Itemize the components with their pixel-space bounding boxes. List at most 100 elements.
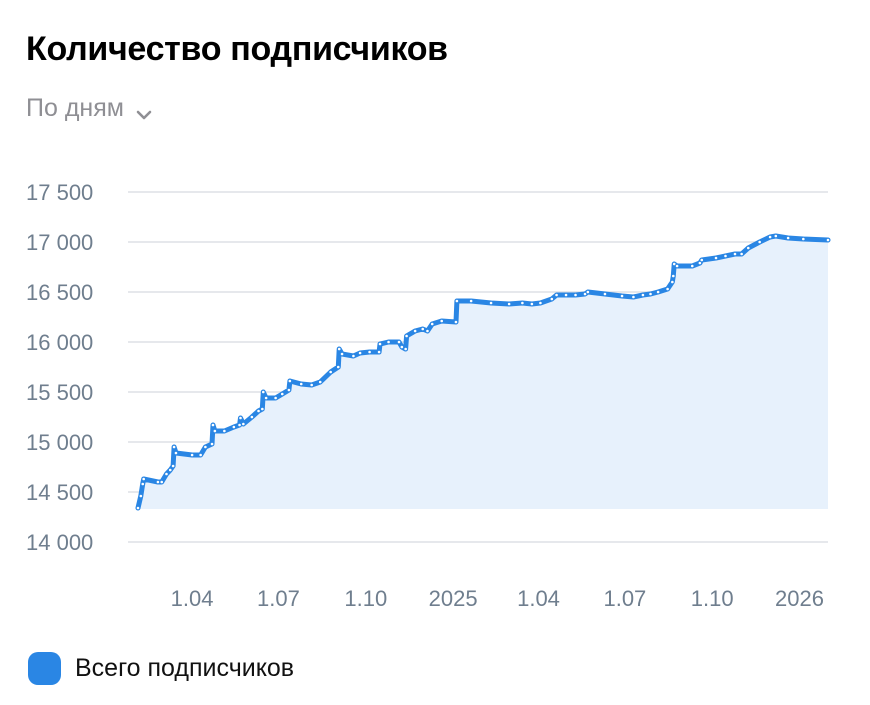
data-point bbox=[713, 255, 719, 261]
x-tick-label: 1.10 bbox=[344, 586, 387, 611]
data-point bbox=[454, 298, 460, 304]
data-point bbox=[689, 263, 695, 269]
data-point bbox=[135, 505, 141, 511]
data-point bbox=[425, 328, 430, 334]
data-point bbox=[212, 428, 218, 434]
data-point bbox=[237, 422, 242, 428]
data-point bbox=[238, 415, 243, 421]
x-tick-label: 1.07 bbox=[603, 586, 646, 611]
data-point bbox=[674, 263, 680, 269]
data-point bbox=[140, 481, 146, 487]
data-point bbox=[396, 339, 402, 345]
data-point bbox=[351, 353, 356, 359]
data-point bbox=[377, 341, 383, 347]
data-point bbox=[585, 289, 591, 295]
y-tick-label: 14 000 bbox=[26, 530, 93, 555]
data-point bbox=[699, 257, 705, 263]
data-point bbox=[167, 467, 173, 473]
x-tick-label: 2026 bbox=[775, 586, 824, 611]
data-point bbox=[335, 364, 341, 370]
data-point bbox=[801, 236, 806, 242]
data-point bbox=[203, 444, 208, 450]
data-point bbox=[506, 301, 512, 307]
data-point bbox=[767, 234, 773, 240]
data-point bbox=[198, 452, 203, 458]
data-point bbox=[309, 382, 314, 388]
data-point bbox=[665, 286, 670, 292]
x-tick-label: 1.04 bbox=[171, 586, 214, 611]
data-point bbox=[640, 292, 646, 298]
data-point bbox=[453, 319, 459, 325]
data-point bbox=[723, 253, 728, 259]
data-point bbox=[317, 379, 323, 385]
data-point bbox=[785, 235, 791, 241]
data-point bbox=[655, 289, 661, 295]
data-point bbox=[189, 452, 195, 458]
data-point bbox=[563, 292, 569, 298]
data-point bbox=[520, 300, 525, 306]
data-point bbox=[429, 321, 435, 327]
data-point bbox=[241, 421, 246, 427]
data-point bbox=[273, 395, 278, 401]
data-point bbox=[739, 251, 744, 257]
data-point bbox=[732, 251, 738, 257]
data-point bbox=[210, 422, 216, 428]
data-point bbox=[619, 293, 625, 299]
x-tick-label: 2025 bbox=[429, 586, 478, 611]
data-point bbox=[141, 476, 146, 482]
legend-label: Всего подписчиков bbox=[75, 654, 295, 682]
data-point bbox=[173, 450, 179, 456]
y-tick-label: 14 500 bbox=[26, 480, 93, 505]
data-point bbox=[825, 237, 831, 243]
data-point bbox=[155, 479, 161, 485]
data-point bbox=[209, 441, 215, 447]
data-point bbox=[231, 424, 237, 430]
data-point bbox=[745, 245, 751, 251]
data-point bbox=[488, 300, 494, 306]
data-point bbox=[138, 493, 144, 499]
data-point bbox=[529, 301, 535, 307]
data-point bbox=[670, 279, 675, 285]
data-point bbox=[287, 378, 293, 384]
data-point bbox=[339, 351, 345, 357]
data-point bbox=[171, 444, 177, 450]
data-point bbox=[757, 239, 762, 245]
data-point bbox=[336, 346, 342, 352]
data-point bbox=[468, 298, 474, 304]
data-point bbox=[420, 326, 426, 332]
y-tick-label: 15 000 bbox=[26, 430, 93, 455]
data-point bbox=[164, 471, 169, 477]
data-point bbox=[670, 273, 676, 279]
data-point bbox=[631, 294, 636, 300]
legend: Всего подписчиков bbox=[28, 652, 294, 685]
data-point bbox=[249, 414, 255, 420]
data-point bbox=[170, 463, 176, 469]
y-tick-label: 16 500 bbox=[26, 280, 93, 305]
data-point bbox=[403, 346, 408, 352]
y-tick-label: 15 500 bbox=[26, 380, 93, 405]
data-point bbox=[773, 233, 779, 239]
y-tick-label: 17 500 bbox=[26, 180, 93, 205]
data-point bbox=[538, 300, 543, 306]
period-dropdown[interactable]: По дням bbox=[26, 94, 152, 123]
data-point bbox=[399, 344, 405, 350]
data-point bbox=[573, 292, 578, 298]
data-point bbox=[439, 318, 445, 324]
data-point bbox=[279, 391, 285, 397]
legend-swatch bbox=[28, 652, 61, 685]
data-point bbox=[367, 349, 372, 355]
data-point bbox=[260, 406, 265, 412]
data-point bbox=[549, 296, 555, 302]
data-point bbox=[376, 349, 382, 355]
x-tick-label: 1.07 bbox=[257, 586, 300, 611]
y-tick-label: 16 000 bbox=[26, 330, 93, 355]
data-point bbox=[386, 339, 391, 345]
data-point bbox=[357, 350, 363, 356]
data-point bbox=[159, 479, 165, 485]
data-point bbox=[412, 328, 418, 334]
chart-title: Количество подписчиков bbox=[26, 30, 448, 68]
data-point bbox=[286, 387, 292, 393]
y-tick-label: 17 000 bbox=[26, 230, 93, 255]
data-point bbox=[404, 333, 409, 339]
data-point bbox=[222, 428, 227, 434]
